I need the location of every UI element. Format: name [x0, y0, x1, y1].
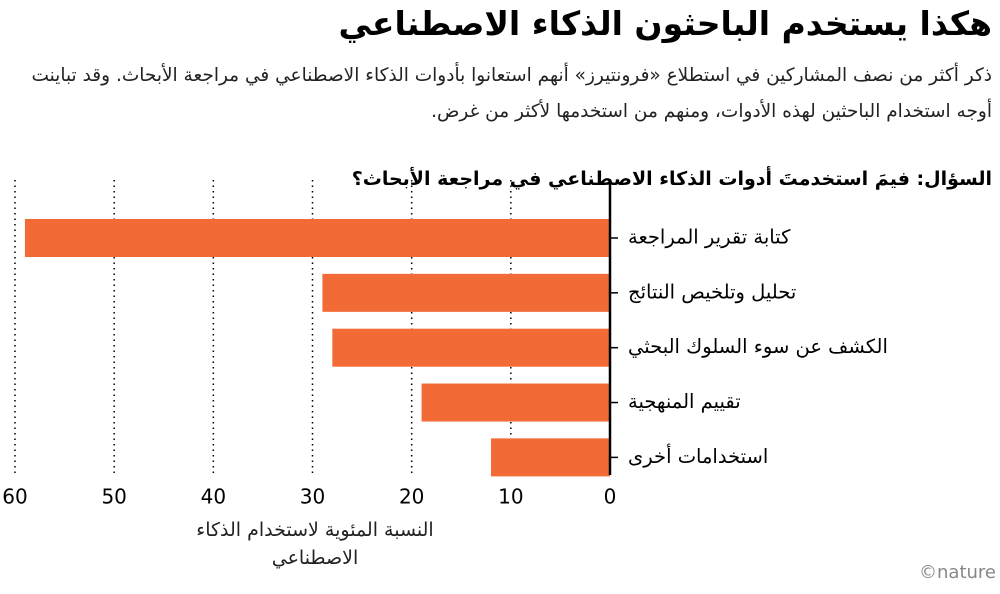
y-tick-label: تقييم المنهجية — [628, 390, 741, 413]
source: ©nature — [919, 562, 996, 583]
x-tick-label: 60 — [2, 485, 27, 509]
chart-subtitle: ذكر أكثر من نصف المشاركين في استطلاع «فر… — [31, 65, 992, 122]
x-axis-label: النسبة المئوية لاستخدام الذكاء الاصطناعي — [196, 519, 434, 569]
bar — [421, 383, 610, 422]
y-tick-label: تحليل وتلخيص النتائج — [628, 280, 796, 303]
y-tick-label: كتابة تقرير المراجعة — [628, 226, 791, 249]
x-tick-label: 0 — [604, 485, 617, 509]
x-tick-label: 20 — [399, 485, 424, 509]
x-tick-label: 30 — [300, 485, 325, 509]
y-tick-label: استخدامات أخرى — [628, 444, 768, 468]
bar — [322, 273, 610, 312]
question: السؤال: فيمَ استخدمتَ أدوات الذكاء الاصط… — [351, 168, 992, 190]
bar — [24, 219, 610, 257]
y-tick-label: الكشف عن سوء السلوك البحثي — [628, 335, 888, 358]
x-tick-label: 40 — [201, 485, 226, 509]
x-tick-label: 10 — [498, 485, 523, 509]
chart-title: هكذا يستخدم الباحثون الذكاء الاصطناعي — [338, 4, 992, 43]
bar — [332, 328, 610, 367]
bar — [491, 438, 610, 477]
x-tick-label: 50 — [101, 485, 126, 509]
